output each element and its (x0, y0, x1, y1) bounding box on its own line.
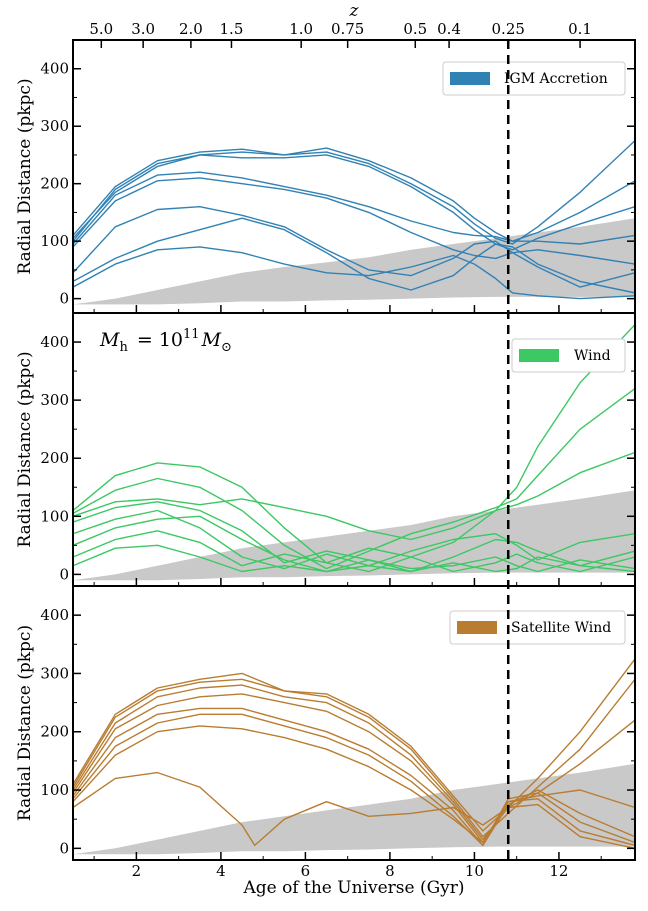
igm-series-line-3 (73, 154, 635, 251)
igm-series-line-4 (73, 171, 635, 245)
satellite-y-tick-label: 200 (40, 723, 69, 741)
igm-y-tick-label: 100 (40, 232, 69, 250)
x-tick-label: 4 (216, 862, 226, 880)
satellite-series-line-8 (73, 771, 635, 849)
satellite-series-line-2 (73, 678, 635, 838)
igm-legend-label: IGM Accretion (504, 71, 608, 87)
satellite-legend-label: Satellite Wind (511, 620, 611, 636)
igm-series-group (73, 140, 635, 300)
wind-y-tick-label: 300 (40, 391, 69, 409)
top-tick-label: 0.75 (331, 20, 364, 38)
igm-y-axis-title: Radial Distance (pkpc) (15, 78, 35, 274)
top-tick-label: 1.5 (220, 20, 244, 38)
frame-satellite (72, 585, 636, 861)
top-tick-label: 0.25 (492, 20, 525, 38)
wind-series-group (73, 324, 635, 573)
wind-series-line-2 (73, 387, 635, 570)
satellite-series-group (73, 658, 635, 849)
x-axis-title: Age of the Universe (Gyr) (242, 878, 464, 898)
igm-virial-band (73, 218, 635, 305)
top-tick-label: 0.5 (403, 20, 427, 38)
igm-series-line-6 (73, 206, 635, 288)
halo-mass-annotation: Mh = 1011 M⊙ (99, 327, 232, 355)
igm-y-ticks: 0 100 200 300 400 (40, 60, 635, 313)
wind-y-ticks: 0 100 200 300 400 (40, 333, 635, 586)
wind-y-tick-label: 100 (40, 507, 69, 525)
igm-y-tick-label: 400 (40, 60, 69, 78)
wind-legend-label: Wind (574, 348, 611, 364)
satellite-legend: Satellite Wind (449, 610, 626, 645)
igm-series-line-1 (73, 140, 635, 245)
top-tick-label: 0.4 (437, 20, 461, 38)
satellite-legend-swatch (457, 621, 497, 634)
x-tick-label: 2 (132, 862, 142, 880)
wind-legend-swatch (519, 349, 559, 362)
wind-series-line-7 (73, 530, 635, 573)
satellite-y-tick-label: 300 (40, 664, 69, 682)
satellite-series-line-1 (73, 658, 635, 832)
wind-series-line-8 (73, 544, 635, 573)
wind-y-tick-label: 200 (40, 449, 69, 467)
satellite-y-tick-label: 400 (40, 606, 69, 624)
top-axis-title: z (349, 1, 360, 21)
top-tick-label: 1.0 (289, 20, 313, 38)
wind-series-line-3 (73, 451, 635, 541)
igm-legend-swatch (450, 72, 490, 85)
igm-legend: IGM Accretion (442, 61, 626, 96)
wind-legend-frame (511, 338, 626, 373)
igm-y-tick-label: 0 (59, 290, 69, 308)
satellite-y-tick-label: 100 (40, 781, 69, 799)
wind-virial-band (73, 490, 635, 581)
panel-satellite-wind: 0 100 200 300 400 Radial Distance (pkpc) Sat… (15, 606, 635, 860)
top-redshift-ticks: 5.0 3.0 2.0 1.5 1.0 0.75 0.5 0.4 0.25 0.1 (89, 20, 592, 48)
top-tick-label: 3.0 (131, 20, 155, 38)
top-tick-label: 0.1 (568, 20, 592, 38)
satellite-y-axis-title: Radial Distance (pkpc) (15, 625, 35, 821)
wind-y-tick-label: 0 (59, 565, 69, 583)
top-tick-label: 5.0 (89, 20, 113, 38)
x-tick-label: 10 (465, 862, 484, 880)
satellite-series-line-6 (73, 713, 635, 847)
panel-igm-accretion: 0 100 200 300 400 Radial Distance (pkpc) IGM… (15, 60, 635, 313)
panel-wind: 0 100 200 300 400 Radial Distance (pkpc) Win… (15, 324, 635, 586)
igm-series-line-8 (73, 246, 635, 300)
wind-legend: Wind (511, 338, 626, 373)
igm-y-tick-label: 200 (40, 175, 69, 193)
top-tick-label: 2.0 (179, 20, 203, 38)
x-tick-label: 8 (385, 862, 395, 880)
satellite-virial-band (73, 763, 635, 855)
satellite-legend-frame (449, 610, 626, 645)
panel-frames (72, 39, 636, 861)
wind-y-axis-title: Radial Distance (pkpc) (15, 351, 35, 547)
igm-series-line-5 (73, 177, 635, 265)
igm-legend-frame (442, 61, 626, 96)
igm-series-line-2 (73, 147, 635, 242)
satellite-series-line-4 (73, 693, 635, 844)
igm-series-line-7 (73, 217, 635, 294)
satellite-y-tick-label: 0 (59, 839, 69, 857)
wind-series-line-6 (73, 515, 635, 573)
x-tick-label: 12 (549, 862, 568, 880)
satellite-series-line-7 (73, 725, 635, 847)
wind-series-line-1 (73, 324, 635, 564)
x-tick-label: 6 (301, 862, 311, 880)
wind-y-tick-label: 400 (40, 333, 69, 351)
satellite-y-ticks: 0 100 200 300 400 (40, 606, 635, 860)
igm-y-tick-label: 300 (40, 117, 69, 135)
x-ticks: 2 4 6 8 10 12 (132, 862, 569, 880)
